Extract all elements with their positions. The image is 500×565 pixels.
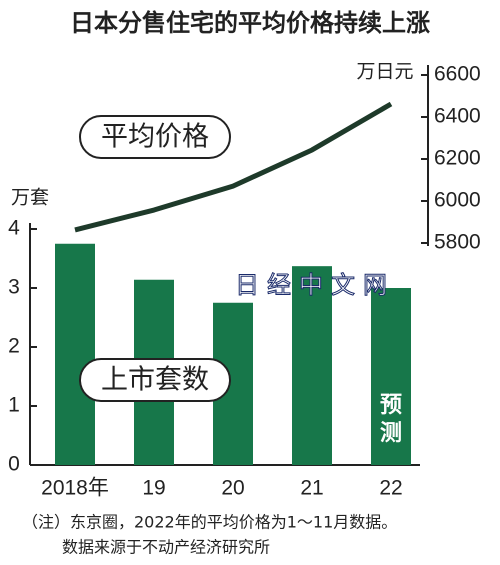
- series-label: 平均价格: [101, 122, 209, 153]
- y-tick-label: 4: [8, 217, 20, 240]
- y2-tick-label: 6200: [434, 147, 481, 170]
- chart-title: 日本分售住宅的平均价格持续上涨: [70, 9, 430, 37]
- series-label: 上市套数: [101, 365, 209, 396]
- y2-tick-label: 6600: [434, 63, 481, 86]
- bar: [371, 288, 411, 465]
- y2-tick-label: 6400: [434, 105, 481, 128]
- x-tick-label: 19: [142, 477, 165, 500]
- y-axis-label: 万套: [11, 187, 49, 209]
- watermark: 日经中文网: [235, 271, 395, 299]
- series-label-box: [79, 115, 231, 159]
- note: 数据来源于不动产经济研究所: [62, 538, 270, 557]
- y-tick-label: 3: [8, 276, 20, 299]
- bar: [292, 266, 332, 465]
- annotation: 预测: [380, 393, 402, 446]
- y2-axis-label: 万日元: [356, 61, 413, 83]
- note: （注）东京圈，2022年的平均价格为1～11月数据。: [22, 513, 397, 532]
- y-tick-label: 2: [8, 335, 20, 358]
- y-tick-label: 1: [8, 394, 20, 417]
- x-tick-label: 22: [379, 477, 402, 500]
- y-tick-label: 0: [8, 453, 20, 476]
- x-tick-label: 20: [221, 477, 244, 500]
- bar: [55, 243, 95, 465]
- y2-tick-label: 6000: [434, 189, 481, 212]
- line: [74, 101, 393, 233]
- y2-tick-label: 5800: [434, 231, 481, 254]
- series-label-box: [79, 358, 231, 402]
- x-tick-label: 2018年: [41, 477, 109, 500]
- x-tick-label: 21: [300, 477, 323, 500]
